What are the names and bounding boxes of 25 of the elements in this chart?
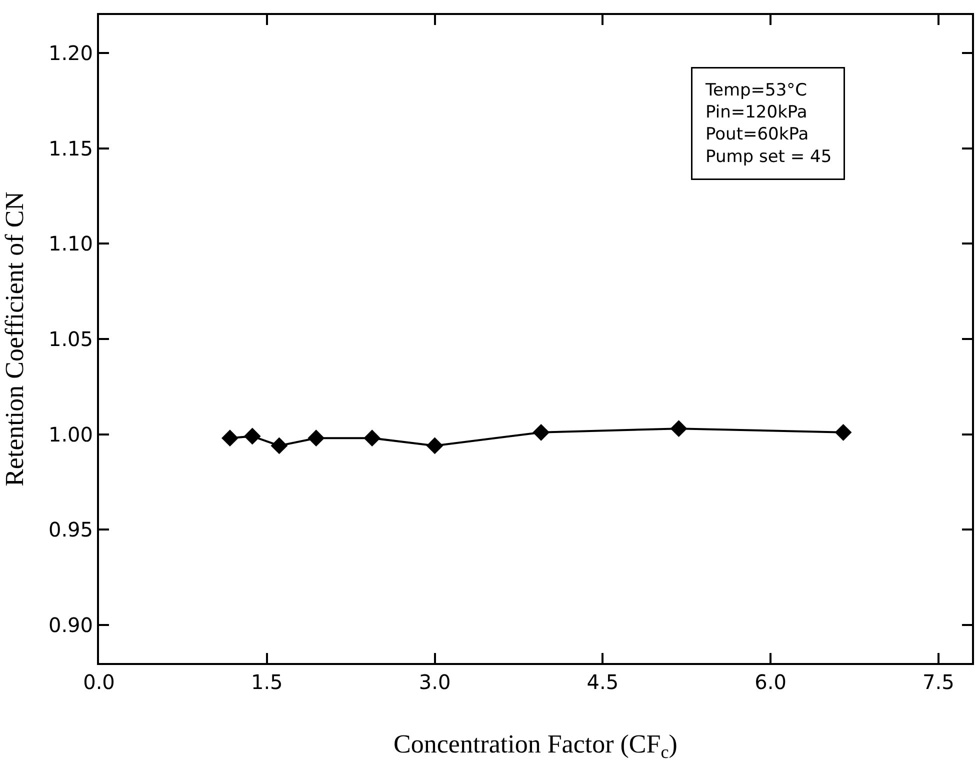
y-tick-label: 0.95 xyxy=(48,518,93,542)
y-tick-label: 1.00 xyxy=(48,422,93,446)
y-tick-label: 0.90 xyxy=(48,612,93,637)
x-tick-label: 3.0 xyxy=(418,670,451,694)
y-axis-title: Retention Coefficient of CN xyxy=(0,191,29,486)
point xyxy=(834,424,852,441)
x-tick-label: 0.0 xyxy=(83,670,115,694)
x-tick-label: 1.5 xyxy=(250,670,283,694)
point xyxy=(222,430,238,447)
x-tick-label: 6.0 xyxy=(754,670,786,694)
point xyxy=(270,437,288,454)
point xyxy=(364,430,381,447)
point xyxy=(426,437,444,454)
y-tick-label: 1.15 xyxy=(48,136,93,160)
y-tick-label: 1.05 xyxy=(48,327,93,351)
point xyxy=(244,428,261,445)
x-tick-label: 4.5 xyxy=(586,670,619,694)
point xyxy=(308,430,325,447)
y-tick-label: 1.10 xyxy=(48,232,93,256)
x-axis-title: Concentration Factor (CF$_{c}$) xyxy=(394,730,678,762)
annotation: Temp=53°C Pin=120kPa Pout=60kPa Pump set = 45 xyxy=(704,80,832,167)
x-tick-label: 7.5 xyxy=(922,670,954,694)
y-tick-label: 1.20 xyxy=(48,41,93,66)
point xyxy=(532,424,550,441)
point xyxy=(670,420,688,438)
